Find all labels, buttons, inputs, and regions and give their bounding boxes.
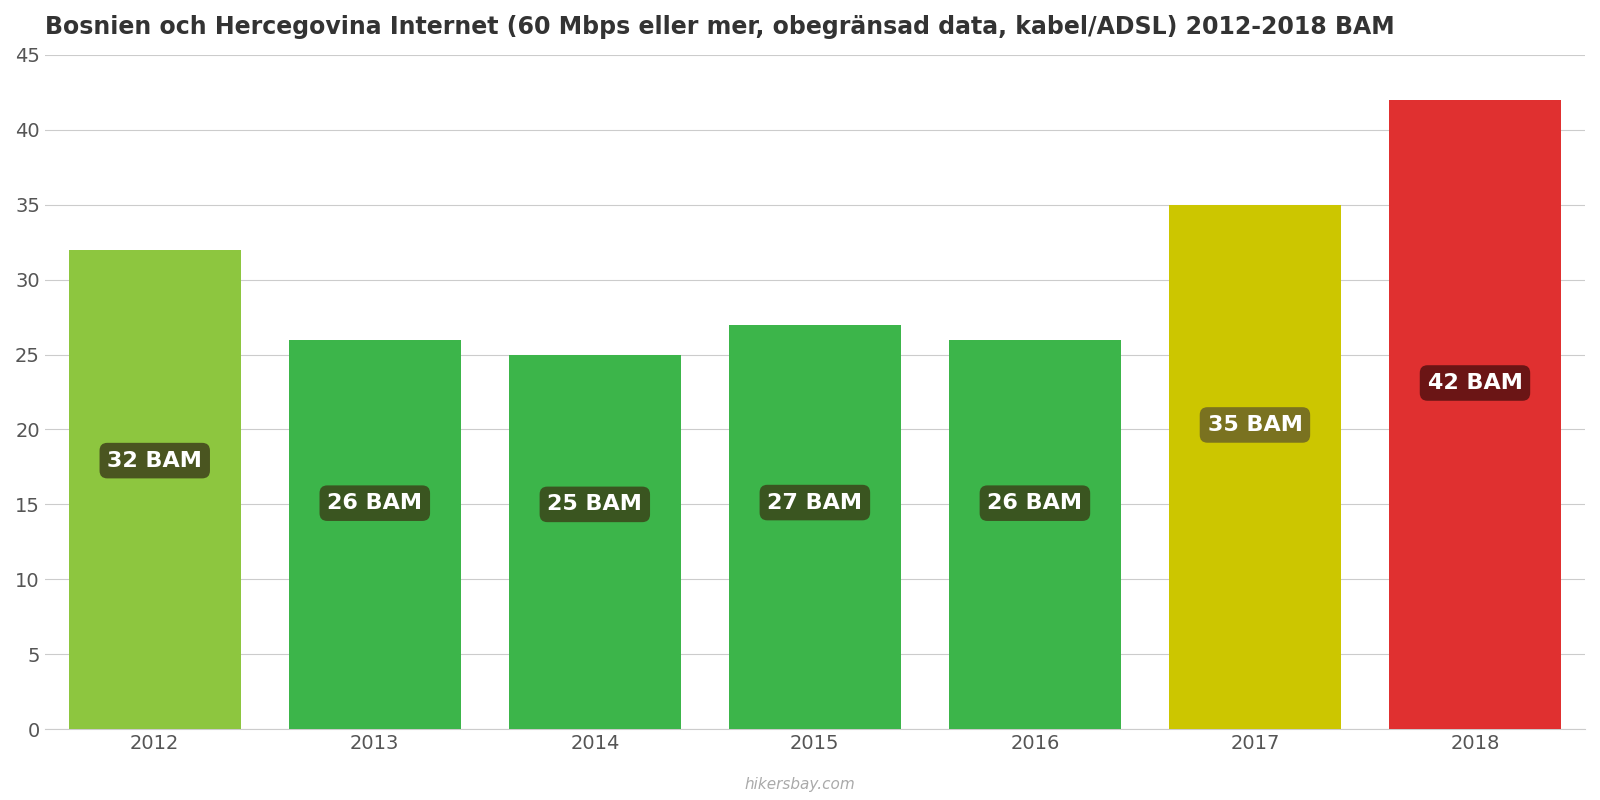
Bar <box>290 339 461 729</box>
Text: hikersbay.com: hikersbay.com <box>744 777 856 792</box>
Text: 32 BAM: 32 BAM <box>107 450 202 470</box>
Text: 26 BAM: 26 BAM <box>987 493 1083 513</box>
Bar <box>730 325 901 729</box>
Bar <box>949 339 1120 729</box>
Bar <box>1389 100 1560 729</box>
Text: 35 BAM: 35 BAM <box>1208 415 1302 435</box>
Text: 42 BAM: 42 BAM <box>1427 373 1523 393</box>
Text: 25 BAM: 25 BAM <box>547 494 642 514</box>
Text: 26 BAM: 26 BAM <box>328 493 422 513</box>
Bar <box>509 354 680 729</box>
Bar <box>1170 205 1341 729</box>
Bar <box>69 250 240 729</box>
Text: Bosnien och Hercegovina Internet (60 Mbps eller mer, obegränsad data, kabel/ADSL: Bosnien och Hercegovina Internet (60 Mbp… <box>45 15 1394 39</box>
Text: 27 BAM: 27 BAM <box>768 493 862 513</box>
